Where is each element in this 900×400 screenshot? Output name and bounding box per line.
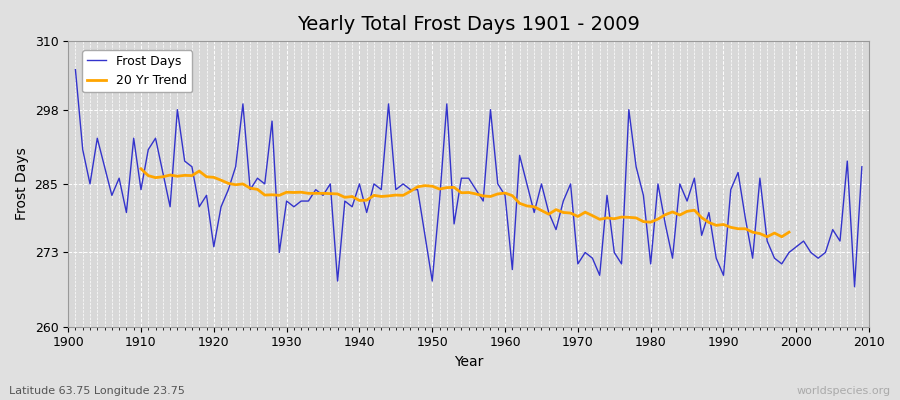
Text: worldspecies.org: worldspecies.org: [796, 386, 891, 396]
Frost Days: [289, 204, 300, 209]
20 Yr Trend: [332, 192, 343, 196]
20 Yr Trend: [674, 213, 685, 218]
Frost Days: [500, 193, 510, 198]
20 Yr Trend: [223, 181, 234, 186]
Frost Days: [70, 67, 81, 72]
20 Yr Trend: [689, 208, 700, 212]
Frost Days: [587, 256, 598, 260]
Line: Frost Days: Frost Days: [76, 70, 862, 287]
X-axis label: Year: Year: [454, 355, 483, 369]
Y-axis label: Frost Days: Frost Days: [15, 148, 29, 220]
Legend: Frost Days, 20 Yr Trend: Frost Days, 20 Yr Trend: [83, 50, 193, 92]
Line: 20 Yr Trend: 20 Yr Trend: [141, 169, 789, 237]
20 Yr Trend: [761, 234, 772, 239]
20 Yr Trend: [784, 230, 795, 234]
Title: Yearly Total Frost Days 1901 - 2009: Yearly Total Frost Days 1901 - 2009: [297, 15, 640, 34]
Frost Days: [129, 136, 140, 141]
Frost Days: [492, 182, 503, 186]
Text: Latitude 63.75 Longitude 23.75: Latitude 63.75 Longitude 23.75: [9, 386, 184, 396]
Frost Days: [857, 164, 868, 169]
Frost Days: [850, 284, 860, 289]
20 Yr Trend: [587, 213, 598, 218]
Frost Days: [332, 279, 343, 284]
20 Yr Trend: [136, 166, 147, 171]
20 Yr Trend: [754, 231, 765, 236]
